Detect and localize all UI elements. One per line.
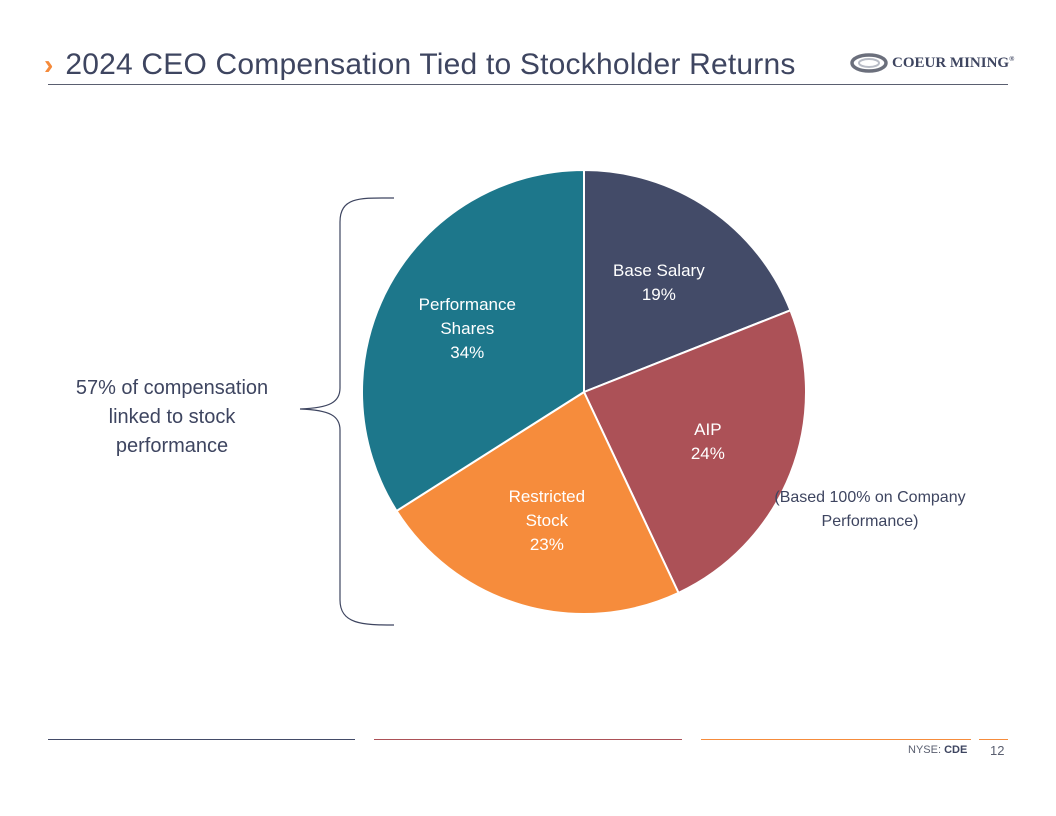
page-number: 12 <box>990 743 1005 758</box>
logo-wordmark: COEUR MINING® <box>892 54 1015 71</box>
title-divider <box>48 84 1008 85</box>
pie-label-base-salary: Base Salary 19% <box>613 261 705 304</box>
page-title: 2024 CEO Compensation Tied to Stockholde… <box>65 48 796 81</box>
pie-slice-aip <box>582 308 807 595</box>
footer-line-3 <box>701 739 971 740</box>
pie-label-performance-shares: Performance Shares 34% <box>419 295 516 362</box>
pie-slice-base-salary <box>583 168 792 394</box>
stock-performance-callout: 57% of compensation linked to stock perf… <box>75 377 269 457</box>
footer-line-4 <box>979 739 1008 740</box>
pie-slice-restricted-stock <box>395 390 680 615</box>
logo-ring-icon <box>850 53 888 73</box>
pie-slice-performance-shares <box>361 168 585 513</box>
pie-label-aip: AIP 24% <box>691 420 725 463</box>
footer-line-2 <box>374 739 682 740</box>
pie-label-restricted-stock: Restricted Stock 23% <box>509 487 586 554</box>
company-logo: COEUR MINING® <box>850 52 1014 74</box>
chevron-right-icon: › <box>44 49 54 80</box>
stock-performance-brace <box>299 197 395 626</box>
aip-note: (Based 100% on Company Performance) <box>774 489 966 530</box>
footer-ticker: NYSE: CDE <box>908 744 968 756</box>
slide-header: › 2024 CEO Compensation Tied to Stockhol… <box>44 46 796 84</box>
footer-line-1 <box>48 739 355 740</box>
